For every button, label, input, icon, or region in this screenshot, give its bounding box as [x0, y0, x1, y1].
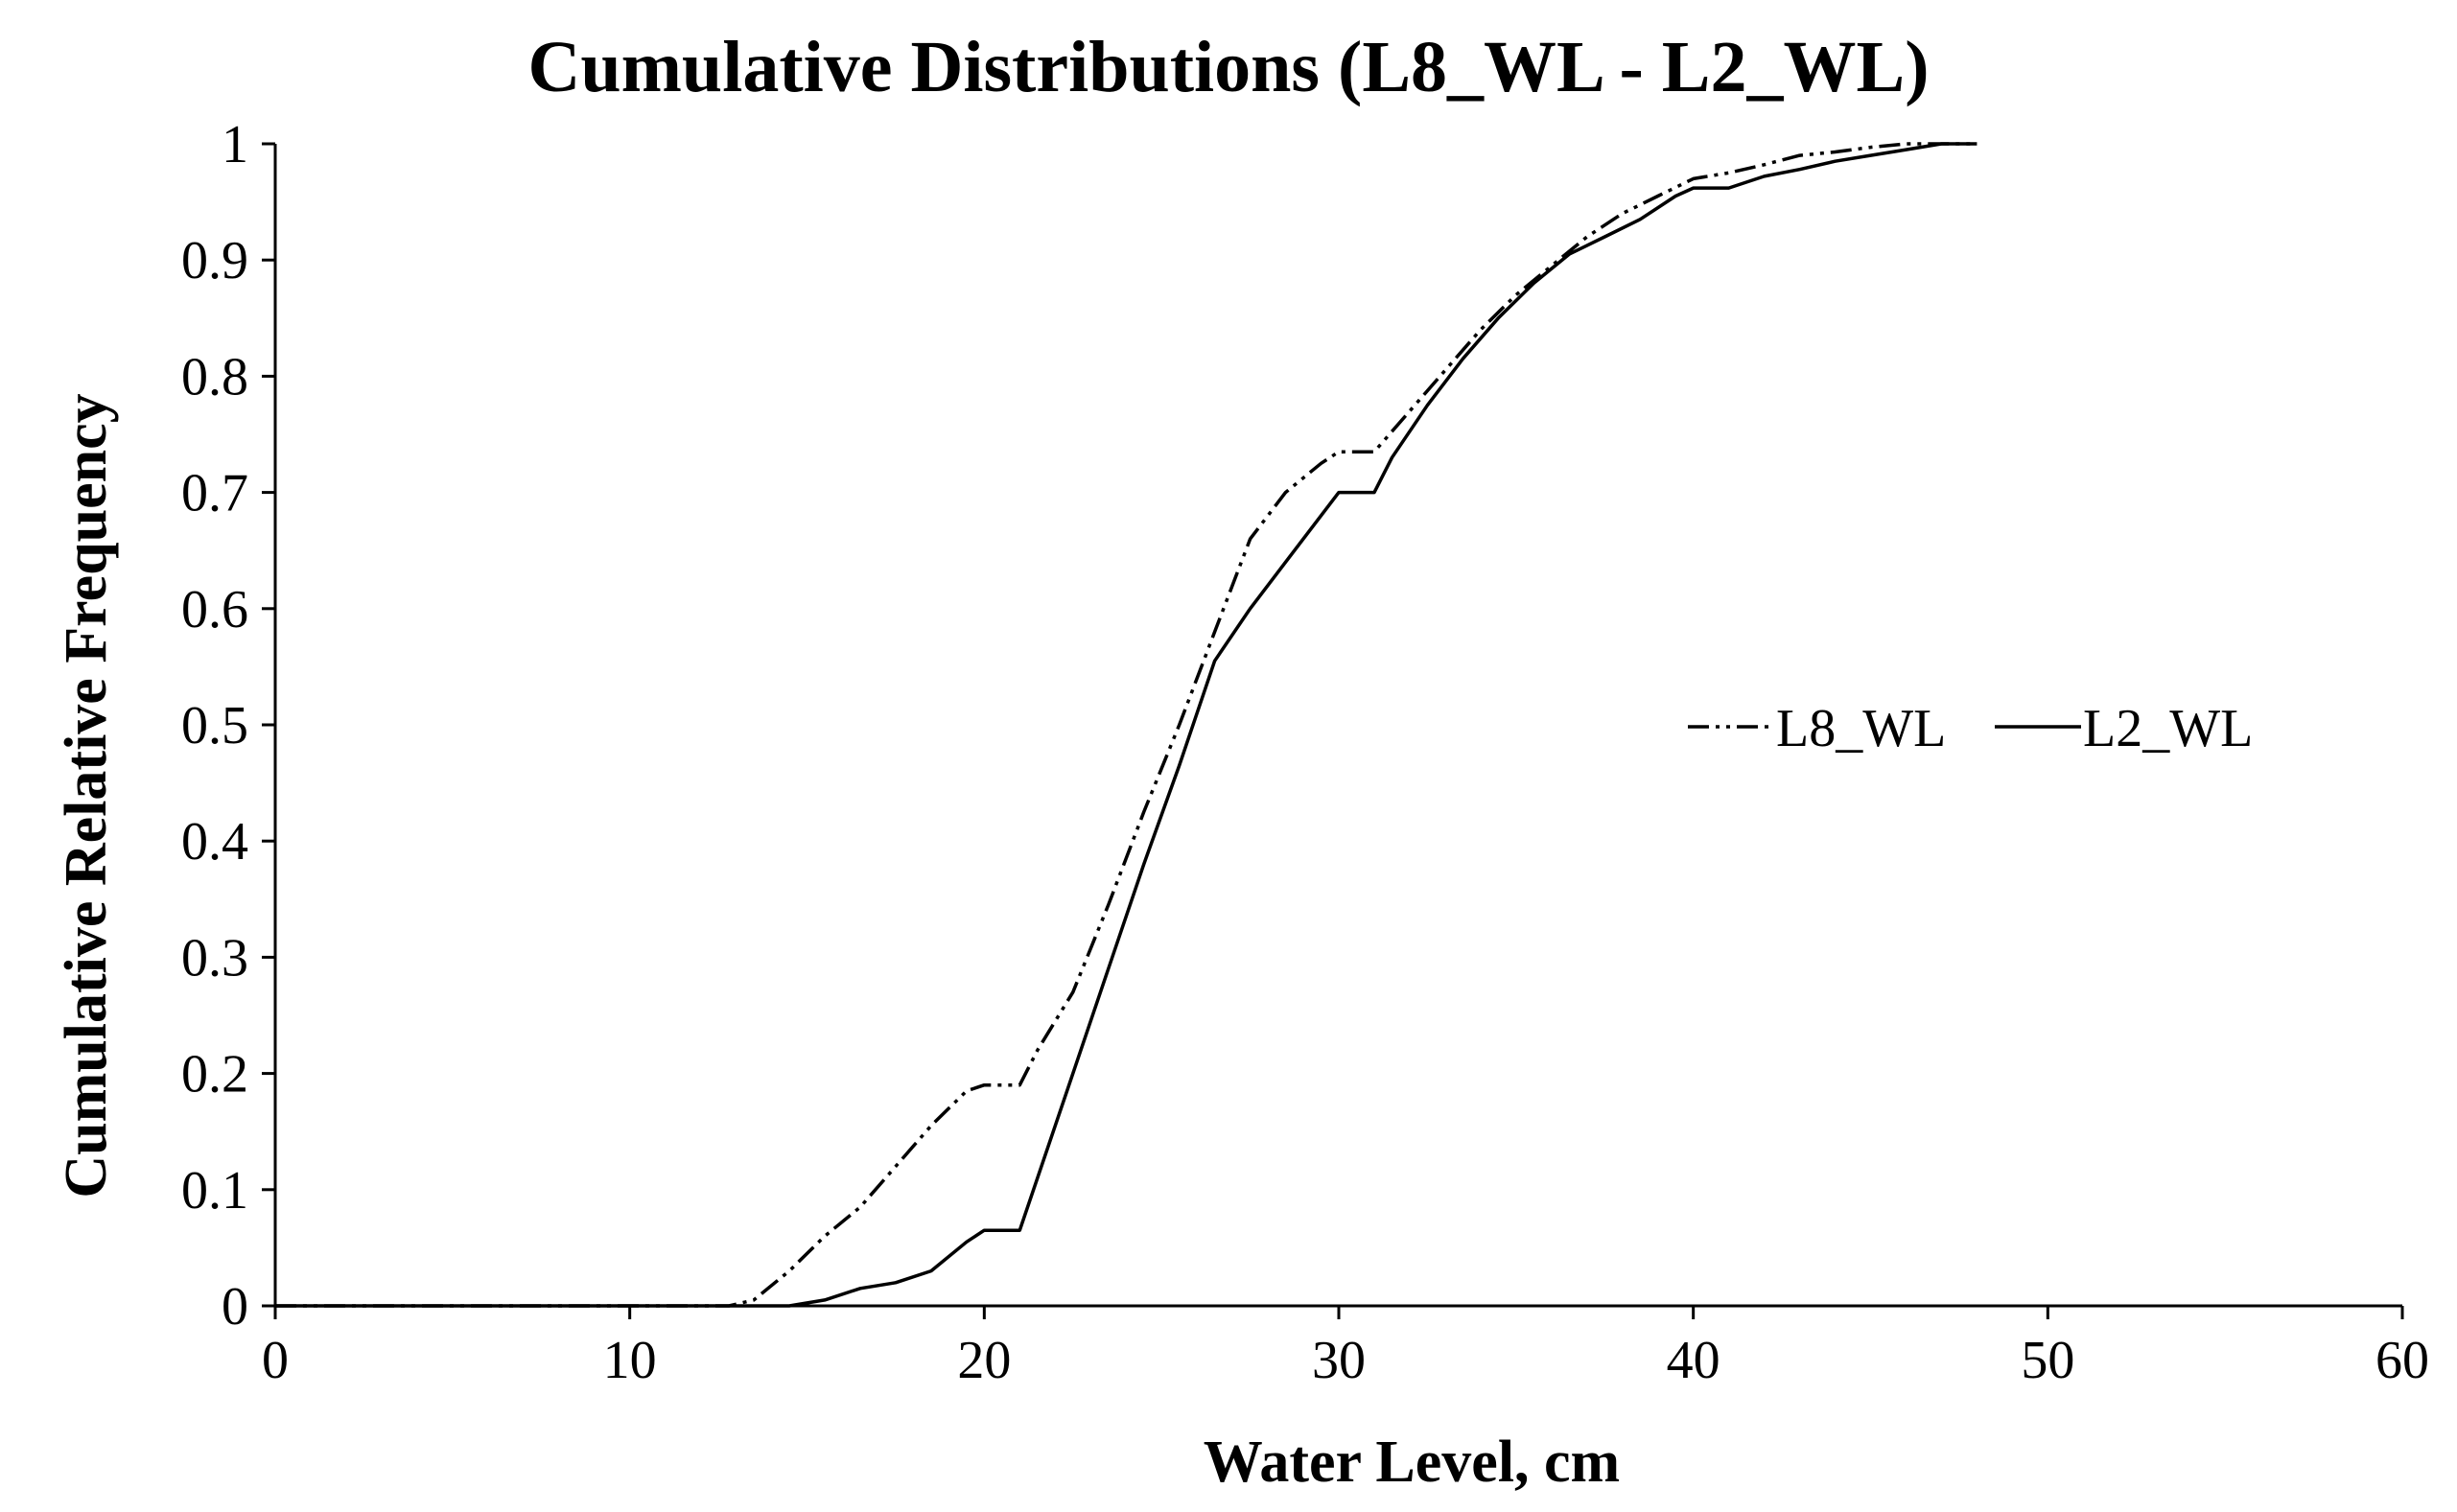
- chart-title: Cumulative Distributions (L8_WL - L2_WL): [527, 27, 1929, 107]
- y-tick-label: 0.9: [181, 231, 248, 291]
- y-tick-label: 0.6: [181, 580, 248, 640]
- y-axis-title: Cumulative Relative Frequency: [54, 393, 119, 1198]
- y-tick-label: 0: [222, 1277, 248, 1337]
- legend-label-l2-wl: L2_WL: [2083, 699, 2253, 758]
- y-tick-label: 0.4: [181, 812, 248, 872]
- x-tick-label: 0: [262, 1331, 289, 1390]
- x-tick-label: 40: [1667, 1331, 1720, 1390]
- y-tick-label: 0.1: [181, 1161, 248, 1221]
- tick-marks: [262, 142, 2404, 1319]
- x-tick-label: 60: [2375, 1331, 2429, 1390]
- series-lines: [275, 142, 1977, 1308]
- series-line-l2-wl: [275, 142, 1977, 1308]
- tick-labels: 00.10.20.30.40.50.60.70.80.910 10 20 30 40 50…: [181, 115, 2429, 1390]
- x-tick-label: 20: [957, 1331, 1011, 1390]
- y-tick-label: 0.7: [181, 464, 248, 523]
- y-tick-label: 0.2: [181, 1045, 248, 1105]
- legend-label-l8-wl: L8_WL: [1776, 699, 1946, 758]
- x-tick-label: 10: [603, 1331, 657, 1390]
- x-axis-title: Water Level, cm: [1204, 1430, 1620, 1495]
- y-tick-label: 0.5: [181, 696, 248, 756]
- y-tick-label: 1: [222, 115, 248, 174]
- x-tick-label: 50: [2021, 1331, 2074, 1390]
- x-tick-label: 30: [1312, 1331, 1366, 1390]
- y-tick-label: 0.3: [181, 928, 248, 988]
- y-tick-label: 0.8: [181, 347, 248, 407]
- legend: L8_WL L2_WL: [1688, 699, 2253, 758]
- series-line-l8-wl: [275, 142, 1977, 1308]
